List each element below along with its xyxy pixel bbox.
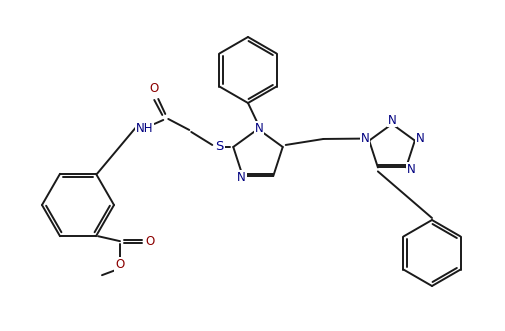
Text: N: N: [237, 170, 246, 183]
Text: N: N: [388, 114, 396, 126]
Text: N: N: [416, 132, 424, 145]
Text: NH: NH: [135, 122, 153, 135]
Text: S: S: [215, 140, 223, 154]
Text: N: N: [361, 132, 370, 145]
Text: O: O: [149, 82, 159, 95]
Text: O: O: [115, 258, 125, 271]
Text: N: N: [407, 163, 416, 176]
Text: N: N: [255, 121, 264, 134]
Text: O: O: [145, 235, 155, 248]
